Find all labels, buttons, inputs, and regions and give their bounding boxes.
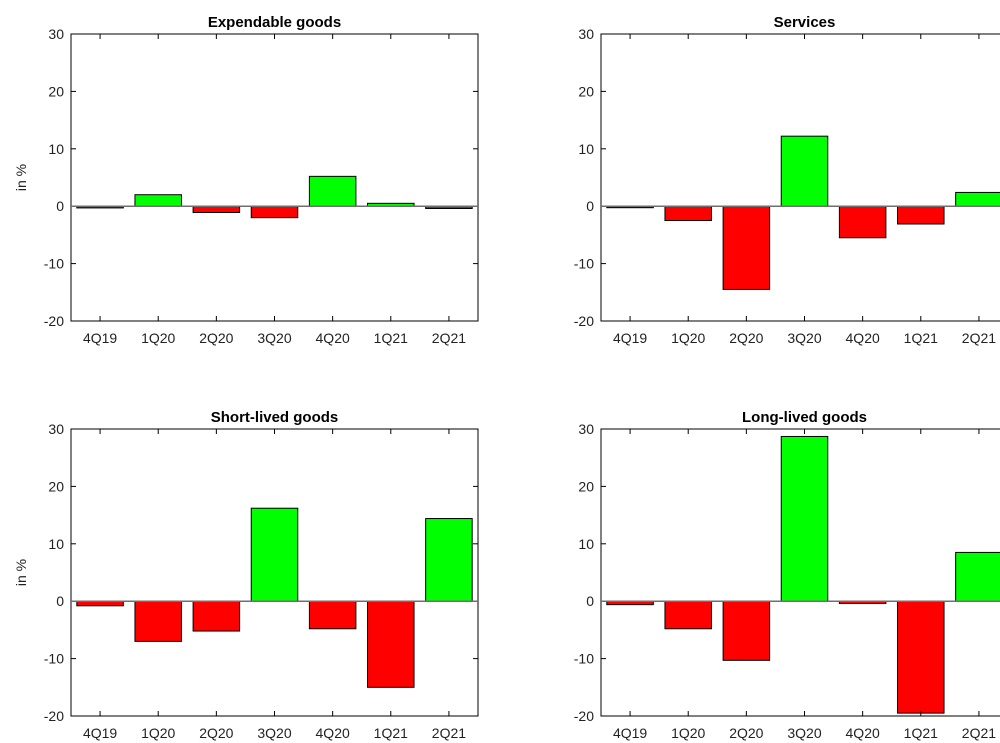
bar-4Q20 bbox=[308, 600, 357, 630]
x-tick-label: 3Q20 bbox=[787, 725, 821, 741]
bar-2Q21 bbox=[955, 551, 1000, 602]
y-tick-label: 0 bbox=[56, 593, 64, 609]
y-axis-label: in % bbox=[13, 559, 29, 586]
bar-3Q20 bbox=[780, 135, 829, 207]
y-tick-label: 20 bbox=[48, 478, 64, 494]
x-tick-label: 4Q20 bbox=[316, 330, 350, 346]
y-tick-label: 10 bbox=[578, 536, 594, 552]
chart-title: Expendable goods bbox=[208, 14, 341, 31]
y-tick-label: 10 bbox=[48, 141, 64, 157]
y-tick-label: -20 bbox=[574, 313, 594, 329]
x-tick-label: 2Q21 bbox=[432, 725, 466, 741]
x-tick-label: 1Q20 bbox=[141, 725, 175, 741]
y-tick-label: 0 bbox=[586, 198, 594, 214]
bar-2Q20 bbox=[722, 205, 771, 290]
y-tick-label: 10 bbox=[578, 141, 594, 157]
bar-1Q21 bbox=[897, 600, 945, 714]
y-tick-label: 0 bbox=[586, 593, 594, 609]
bar-1Q20 bbox=[134, 600, 182, 642]
y-tick-label: 20 bbox=[48, 83, 64, 99]
bar-1Q20 bbox=[664, 600, 712, 630]
x-tick-label: 1Q21 bbox=[904, 330, 938, 346]
bar-2Q20 bbox=[192, 205, 241, 214]
x-tick-label: 4Q20 bbox=[316, 725, 350, 741]
x-tick-label: 2Q21 bbox=[962, 725, 996, 741]
chart-title: Short-lived goods bbox=[211, 409, 339, 426]
x-tick-label: 4Q20 bbox=[846, 725, 880, 741]
x-tick-label: 2Q21 bbox=[962, 330, 996, 346]
y-tick-label: 20 bbox=[578, 478, 594, 494]
bar-3Q20 bbox=[250, 507, 299, 602]
y-tick-label: 30 bbox=[578, 26, 594, 42]
x-tick-label: 2Q20 bbox=[199, 725, 233, 741]
y-tick-label: -10 bbox=[574, 651, 594, 667]
bar-3Q20 bbox=[780, 435, 829, 602]
chart-panel-3: -20 -10 0 10 20 30 4Q19 1Q20 2Q20 3Q20 4Q20 1Q21 2Q2… bbox=[13, 409, 479, 741]
bar-2Q20 bbox=[192, 600, 241, 632]
y-tick-label: -10 bbox=[44, 651, 64, 667]
chart-panel-1: -20 -10 0 10 20 30 4Q19 1Q20 2Q20 3Q20 4Q20 1Q21 2Q2… bbox=[13, 14, 479, 346]
bar-2Q20 bbox=[722, 600, 771, 661]
y-tick-label: -20 bbox=[44, 708, 64, 724]
x-tick-label: 1Q20 bbox=[671, 330, 705, 346]
x-tick-label: 4Q20 bbox=[846, 330, 880, 346]
bar-4Q20 bbox=[838, 205, 887, 239]
y-tick-label: 30 bbox=[48, 26, 64, 42]
y-tick-label: 20 bbox=[578, 83, 594, 99]
bar-1Q20 bbox=[664, 205, 712, 222]
y-tick-label: -10 bbox=[44, 256, 64, 272]
y-tick-label: 10 bbox=[48, 536, 64, 552]
x-tick-label: 4Q19 bbox=[83, 330, 117, 346]
bar-3Q20 bbox=[250, 205, 299, 219]
x-tick-label: 4Q19 bbox=[613, 330, 647, 346]
bar-4Q20 bbox=[308, 175, 357, 207]
x-tick-label: 1Q21 bbox=[904, 725, 938, 741]
y-tick-label: 0 bbox=[56, 198, 64, 214]
y-axis-label: in % bbox=[13, 164, 29, 191]
x-tick-label: 4Q19 bbox=[613, 725, 647, 741]
x-tick-label: 3Q20 bbox=[257, 330, 291, 346]
x-tick-label: 1Q20 bbox=[671, 725, 705, 741]
bar-2Q21 bbox=[955, 191, 1000, 207]
bar-1Q21 bbox=[897, 205, 945, 225]
chart-title: Long-lived goods bbox=[742, 409, 867, 426]
chart-title: Services bbox=[774, 14, 836, 31]
x-tick-label: 3Q20 bbox=[787, 330, 821, 346]
axes-frame bbox=[70, 33, 479, 322]
x-tick-label: 4Q19 bbox=[83, 725, 117, 741]
x-tick-label: 2Q20 bbox=[729, 725, 763, 741]
y-tick-label: 30 bbox=[578, 421, 594, 437]
y-tick-label: -20 bbox=[44, 313, 64, 329]
y-tick-label: -10 bbox=[574, 256, 594, 272]
x-tick-label: 2Q20 bbox=[199, 330, 233, 346]
chart-panel-2: -20 -10 0 10 20 30 4Q19 1Q20 2Q20 3Q20 4Q20 1Q21 2Q2… bbox=[574, 14, 1000, 346]
x-tick-label: 3Q20 bbox=[257, 725, 291, 741]
bar-1Q20 bbox=[134, 194, 182, 207]
bar-2Q21 bbox=[425, 518, 473, 602]
x-tick-label: 2Q20 bbox=[729, 330, 763, 346]
x-tick-label: 1Q21 bbox=[374, 330, 408, 346]
x-tick-label: 1Q20 bbox=[141, 330, 175, 346]
y-tick-label: -20 bbox=[574, 708, 594, 724]
bar-1Q21 bbox=[367, 600, 415, 688]
x-tick-label: 1Q21 bbox=[374, 725, 408, 741]
y-tick-label: 30 bbox=[48, 421, 64, 437]
x-tick-label: 2Q21 bbox=[432, 330, 466, 346]
chart-panel-4: -20 -10 0 10 20 30 4Q19 1Q20 2Q20 3Q20 4Q20 1Q21 2Q2… bbox=[574, 409, 1000, 741]
